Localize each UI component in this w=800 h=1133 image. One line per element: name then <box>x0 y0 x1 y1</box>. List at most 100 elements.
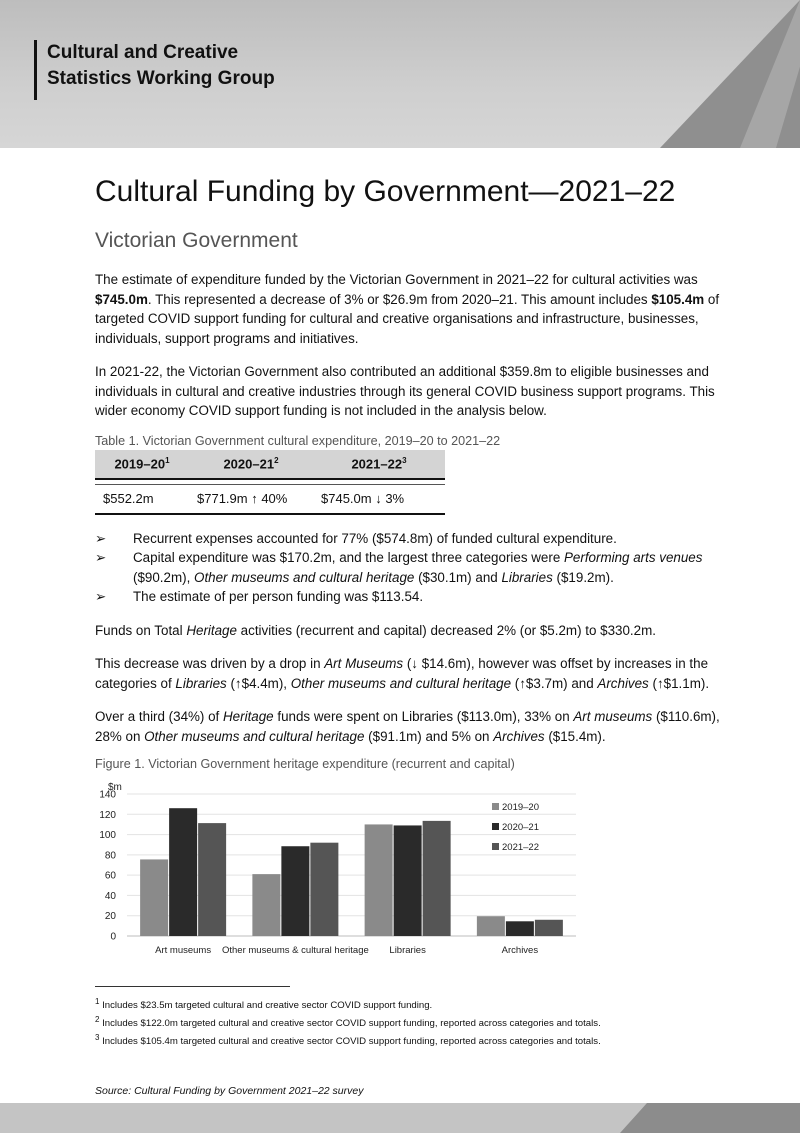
table-cell: $745.0m ↓ 3% <box>313 484 445 515</box>
y-tick-label: 100 <box>99 830 116 841</box>
text-span: Capital expenditure was $170.2m, and the… <box>133 550 564 565</box>
bar-1 <box>476 916 505 936</box>
paragraph-heritage-share: Over a third (34%) of Heritage funds wer… <box>95 707 725 746</box>
footer-wedge-decoration <box>620 1103 800 1133</box>
footnote-item: 3 Includes $105.4m targeted cultural and… <box>95 1031 735 1049</box>
italic-term: Libraries <box>175 675 227 691</box>
text-span: (↑$4.4m), <box>226 675 291 691</box>
y-axis-label: $m <box>108 782 122 793</box>
org-logo-text: Cultural and Creative Statistics Working… <box>34 40 275 100</box>
org-line-2: Statistics Working Group <box>47 68 275 89</box>
y-tick-label: 80 <box>105 850 117 861</box>
footnote-ref: 1 <box>165 455 170 465</box>
header-label: 2021–22 <box>351 456 403 472</box>
text-span: (↓ $14.6m), however was offset by increa… <box>95 656 709 691</box>
text-span: ($91.1m) and 5% on <box>364 728 494 744</box>
header-banner: Cultural and Creative Statistics Working… <box>0 0 800 148</box>
paragraph-summary: The estimate of expenditure funded by th… <box>95 270 725 348</box>
y-tick-label: 0 <box>110 932 116 943</box>
expenditure-table: 2019–201 2020–212 2021–223 $552.2m $771.… <box>95 449 445 515</box>
text-span: (↑$1.1m). <box>648 675 710 691</box>
bar-3 <box>198 823 227 936</box>
bar-1 <box>252 874 281 936</box>
text-span: (↑$3.7m) and <box>511 675 598 691</box>
text-span: The estimate of expenditure funded by th… <box>95 272 698 287</box>
list-item: ➢ Capital expenditure was $170.2m, and th… <box>95 548 725 587</box>
footnote-ref: 3 <box>402 455 407 465</box>
text-span: funds were spent on Libraries ($113.0m),… <box>273 709 574 724</box>
footnotes: 1 Includes $23.5m targeted cultural and … <box>95 995 735 1050</box>
italic-term: Libraries <box>501 569 553 585</box>
bar-3 <box>534 919 563 936</box>
text-span: ($110.6m), 28% on <box>95 709 720 744</box>
y-tick-label: 20 <box>105 911 117 922</box>
arrow-bullet-icon: ➢ <box>95 530 107 546</box>
italic-term: Heritage <box>186 622 237 638</box>
footnote-text: Includes $23.5m targeted cultural and cr… <box>99 1000 433 1012</box>
text-span: Funds on Total <box>95 622 187 638</box>
footer-bar <box>0 1103 800 1133</box>
bar-2 <box>169 808 198 936</box>
legend-swatch <box>492 843 499 850</box>
y-tick-label: 60 <box>105 871 117 882</box>
y-tick-label: 120 <box>99 810 116 821</box>
footnote-number: 1 <box>95 997 100 1006</box>
italic-term: Heritage <box>223 709 274 724</box>
y-tick-label: 140 <box>99 790 116 801</box>
list-item: ➢ The estimate of per person funding was … <box>95 587 725 607</box>
paragraph-covid-support: In 2021-22, the Victorian Government als… <box>95 364 715 418</box>
bar-3 <box>310 842 339 936</box>
table-cell: $552.2m <box>95 484 189 515</box>
text-span: The estimate of per person funding was $… <box>133 589 424 604</box>
legend-label: 2021–22 <box>502 842 539 853</box>
main-content: Cultural Funding by Government—2021–22 V… <box>95 172 725 772</box>
table-row: $552.2m $771.9m ↑ 40% $745.0m ↓ 3% <box>95 484 445 515</box>
table-header-cell: 2020–212 <box>189 449 313 480</box>
bullet-list: ➢ Recurrent expenses accounted for 77% ($… <box>95 529 725 607</box>
bar-1 <box>140 859 169 936</box>
legend-label: 2019–20 <box>502 802 539 813</box>
bar-2 <box>393 825 422 936</box>
header-label: 2019–20 <box>114 456 166 472</box>
text-span: of targeted COVID support funding for cu… <box>95 291 720 346</box>
text-span: ($15.4m). <box>544 728 606 744</box>
bar-2 <box>281 846 310 936</box>
text-span: ($19.2m). <box>552 569 614 585</box>
arrow-bullet-icon: ➢ <box>95 550 107 565</box>
arrow-bullet-icon: ➢ <box>95 589 107 604</box>
table-spacer-row <box>95 478 445 485</box>
text-span: ($30.1m) and <box>414 569 502 585</box>
table-cell: $771.9m ↑ 40% <box>189 484 313 515</box>
text-span: Recurrent expenses accounted for 77% ($5… <box>133 530 617 546</box>
italic-term: Art Museums <box>324 656 404 671</box>
org-line-1: Cultural and Creative <box>47 42 239 63</box>
legend-label: 2020–21 <box>502 822 539 833</box>
x-category-label: Libraries <box>389 945 426 956</box>
footnote-number: 3 <box>95 1033 100 1043</box>
table-caption: Table 1. Victorian Government cultural e… <box>95 433 501 448</box>
x-category-label: Archives <box>502 945 539 956</box>
text-span: ($90.2m), <box>133 569 195 585</box>
italic-term: Other museums and cultural heritage <box>194 569 415 585</box>
heritage-bar-chart: $m 0 20 40 60 80 100 120 140 Art museums Other mus… <box>99 782 576 956</box>
bold-covid-amount: $105.4m <box>651 291 705 307</box>
bold-total: $745.0m <box>95 291 148 307</box>
list-item: ➢ Recurrent expenses accounted for 77% ($… <box>95 529 725 549</box>
italic-term: Other museums and cultural heritage <box>144 728 365 744</box>
footnote-item: 2 Includes $122.0m targeted cultural and… <box>95 1013 735 1031</box>
table-header-cell: 2021–223 <box>313 449 445 480</box>
bar-1 <box>364 824 393 936</box>
footnote-text: Includes $105.4m targeted cultural and c… <box>99 1036 601 1048</box>
italic-term: Archives <box>493 728 545 744</box>
footnote-divider <box>95 986 290 987</box>
header-label: 2020–21 <box>223 456 275 472</box>
footnote-ref: 2 <box>274 455 279 465</box>
figure-caption: Figure 1. Victorian Government heritage … <box>95 757 515 771</box>
table-header-row: 2019–201 2020–212 2021–223 <box>95 449 445 480</box>
italic-term: Art museums <box>573 709 653 724</box>
text-span: This decrease was driven by a drop in <box>95 656 325 671</box>
page-title: Cultural Funding by Government—2021–22 <box>95 175 676 208</box>
text-span: . This represented a decrease of 3% or $… <box>147 291 652 307</box>
text-span: Over a third (34%) of <box>95 709 224 724</box>
y-tick-label: 40 <box>105 891 117 902</box>
